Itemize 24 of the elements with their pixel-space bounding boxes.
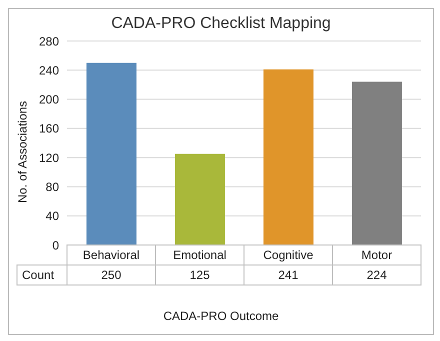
y-tick-label: 0	[52, 238, 60, 252]
x-tick-label: Emotional	[173, 248, 226, 262]
y-tick-label: 40	[46, 209, 60, 224]
x-tick-label: Cognitive	[263, 248, 314, 262]
data-label: 250	[101, 268, 122, 282]
y-tick-label: 240	[38, 63, 60, 78]
x-axis-title: CADA-PRO Outcome	[162, 309, 280, 323]
y-tick-label: 200	[38, 92, 60, 107]
data-label: 224	[366, 268, 388, 282]
y-tick-label: 280	[38, 34, 60, 48]
bar	[86, 62, 136, 245]
x-tick-label: Motor	[361, 248, 392, 262]
data-label: 241	[278, 268, 299, 282]
bar	[352, 82, 402, 245]
bar	[263, 69, 314, 245]
data-label: 125	[190, 268, 210, 282]
y-tick-label: 120	[38, 150, 60, 165]
x-tick-label: Behavioral	[82, 248, 140, 262]
y-tick-label: 160	[38, 122, 60, 136]
text: Count	[22, 268, 55, 282]
y-axis-title: No. of Associations	[15, 100, 30, 203]
chart-title: CADA-PRO Checklist Mapping	[110, 15, 332, 33]
bar	[174, 154, 225, 245]
y-tick-label: 80	[46, 180, 60, 194]
